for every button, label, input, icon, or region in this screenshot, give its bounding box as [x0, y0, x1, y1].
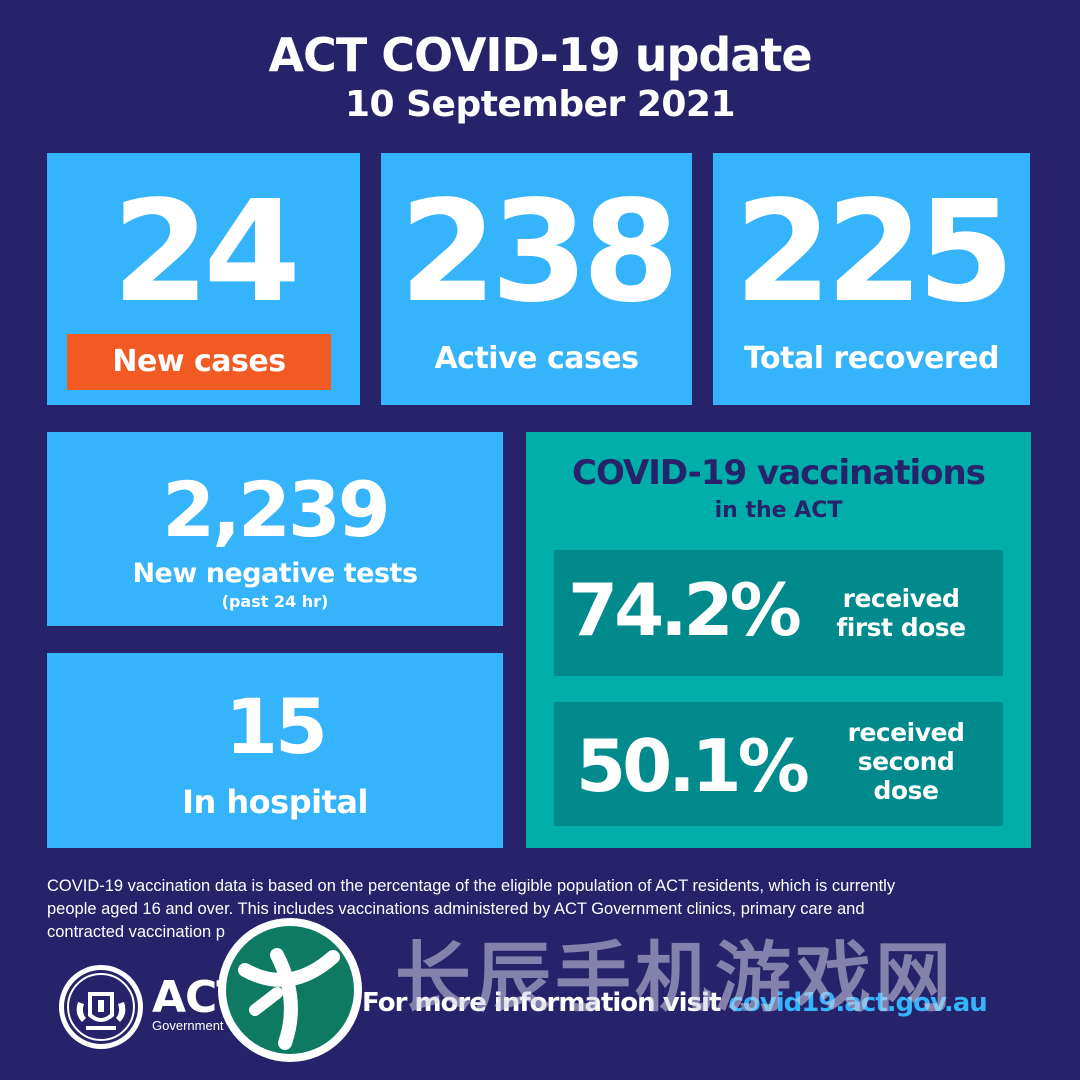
first-dose-row: 74.2% received first dose [554, 550, 1003, 676]
second-dose-description: received second dose [836, 718, 976, 805]
footnote-line1: COVID-19 vaccination data is based on th… [47, 877, 896, 895]
act-logo-subtext: Government [152, 1018, 224, 1033]
first-dose-percent: 74.2% [568, 568, 802, 652]
first-dose-description: received first dose [826, 584, 976, 642]
negative-tests-card: 2,239 New negative tests (past 24 hr) [47, 432, 503, 626]
watermark-text: 长辰手机游戏网 [395, 933, 955, 1022]
negative-tests-value: 2,239 [162, 465, 390, 554]
active-cases-label: Active cases [434, 341, 639, 376]
page-title: ACT COVID-19 update [268, 28, 812, 82]
more-info-link[interactable]: covid19.act.gov.au [728, 988, 987, 1018]
negative-tests-label: New negative tests [132, 558, 418, 589]
first-dose-line1: received [842, 584, 960, 613]
new-cases-value: 24 [112, 171, 301, 334]
in-hospital-card: 15 In hospital [47, 653, 503, 848]
first-dose-line2: first dose [836, 613, 966, 642]
second-dose-line2: second [857, 747, 955, 776]
footnote: COVID-19 vaccination data is based on th… [47, 875, 1007, 944]
in-hospital-value: 15 [225, 682, 328, 771]
act-government-crest-icon [59, 965, 143, 1049]
second-dose-row: 50.1% received second dose [554, 702, 1003, 826]
total-recovered-value: 225 [734, 171, 1014, 334]
more-info-prefix: For more information visit [362, 988, 721, 1018]
total-recovered-label: Total recovered [744, 341, 999, 376]
active-cases-value: 238 [399, 171, 679, 334]
total-recovered-card: 225 Total recovered [713, 153, 1030, 405]
second-dose-percent: 50.1% [576, 724, 810, 808]
new-cases-label: New cases [67, 334, 331, 390]
vaccinations-subtitle: in the ACT [714, 498, 843, 523]
second-dose-line1: received [847, 718, 965, 747]
new-cases-card: 24 New cases [47, 153, 360, 405]
footnote-line3: contracted vaccination p [47, 923, 225, 941]
page-date: 10 September 2021 [344, 84, 736, 125]
active-cases-card: 238 Active cases [381, 153, 692, 405]
vaccinations-title: COVID-19 vaccinations [572, 453, 986, 493]
in-hospital-label: In hospital [182, 783, 368, 821]
negative-tests-note: (past 24 hr) [221, 592, 329, 611]
footnote-line2: people aged 16 and over. This includes v… [47, 900, 865, 918]
more-info: For more information visit covid19.act.g… [362, 988, 988, 1018]
second-dose-line3: dose [873, 776, 939, 805]
vaccinations-panel: COVID-19 vaccinations in the ACT 74.2% r… [526, 432, 1031, 848]
watermark-logo-icon [218, 918, 362, 1062]
